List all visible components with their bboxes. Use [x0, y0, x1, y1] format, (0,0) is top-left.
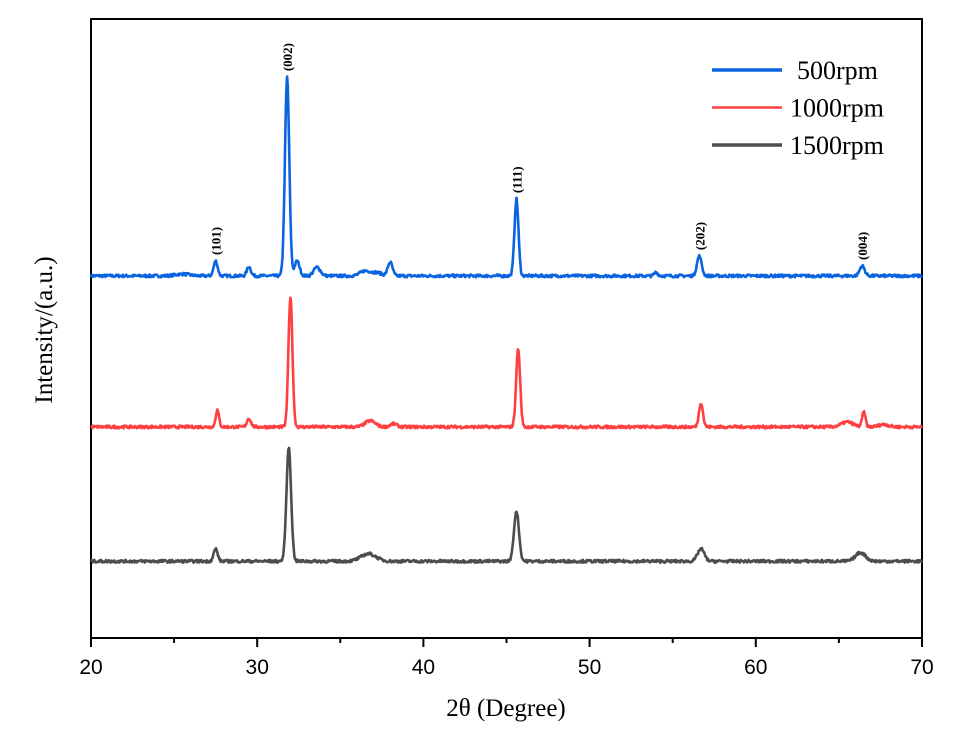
x-axis-ticks: 20 30 40 50 60 70	[79, 638, 934, 679]
legend-label: 1500rpm	[790, 131, 884, 160]
peak-label: (101)	[209, 227, 224, 255]
x-tick-label: 60	[744, 656, 767, 679]
peak-annotations: (101) (002) (111) (202) (004)	[209, 43, 871, 260]
x-tick-label: 40	[412, 656, 435, 679]
y-axis-title: Intensity/(a.u.)	[31, 256, 58, 403]
x-axis-title: 2θ (Degree)	[446, 695, 566, 722]
series-line-1000rpm	[90, 296, 923, 430]
peak-label: (111)	[509, 166, 524, 193]
x-tick-label: 50	[578, 656, 601, 679]
series-line-1500rpm	[89, 446, 924, 564]
peak-label: (004)	[855, 232, 870, 260]
legend-label: 500rpm	[797, 56, 878, 85]
legend: 500rpm 1000rpm 1500rpm	[712, 56, 884, 160]
x-tick-label: 20	[79, 656, 102, 679]
x-tick-label: 70	[910, 656, 933, 679]
peak-label: (002)	[280, 43, 295, 71]
x-tick-label: 30	[246, 656, 269, 679]
series-group	[89, 75, 924, 564]
legend-label: 1000rpm	[790, 94, 884, 123]
series-line-500rpm	[89, 75, 924, 279]
peak-label: (202)	[692, 222, 707, 250]
